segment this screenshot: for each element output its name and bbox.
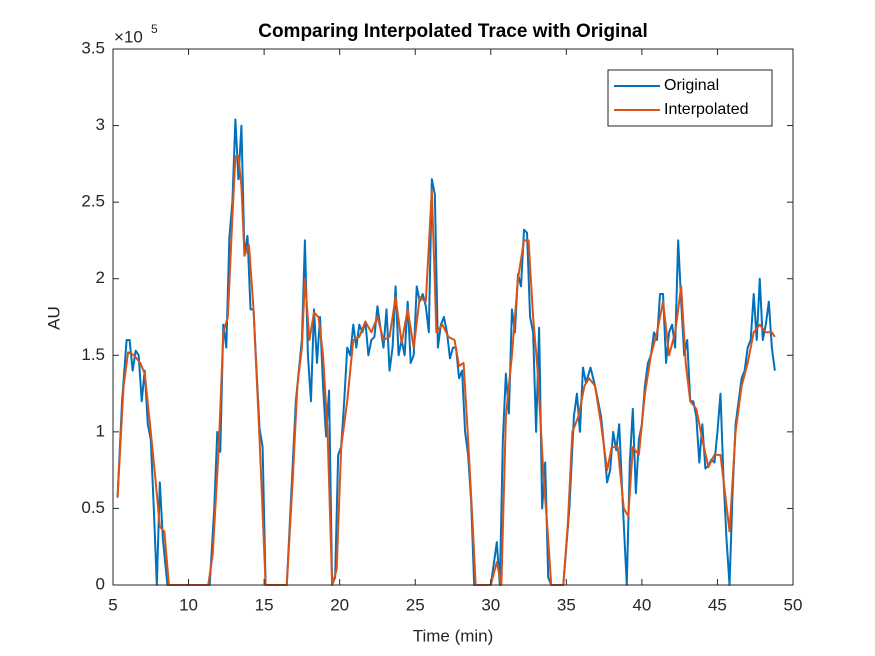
legend-box	[607, 69, 773, 127]
data-line	[116, 155, 776, 586]
y-axis-label: AU	[44, 306, 63, 330]
x-tick-label: 45	[708, 595, 727, 614]
legend-label: Interpolated	[664, 101, 749, 118]
y-tick-label: 2	[96, 268, 105, 287]
plot-area	[116, 118, 776, 586]
legend-label: Original	[664, 77, 719, 94]
x-tick-label: 5	[108, 595, 117, 614]
y-tick-label: 1.5	[81, 345, 105, 364]
axes-box	[112, 48, 794, 586]
chart-title: Comparing Interpolated Trace with Origin…	[258, 21, 648, 42]
y-tick-label: 3	[96, 115, 105, 134]
y-tick-label: 1	[96, 421, 105, 440]
x-tick-label: 35	[557, 595, 576, 614]
x-tick-label: 40	[632, 595, 651, 614]
y-multiplier-exponent: 5	[151, 22, 158, 36]
y-tick-label: 2.5	[81, 192, 105, 211]
y-multiplier: ×10	[114, 27, 143, 46]
x-tick-label: 10	[179, 595, 198, 614]
x-tick-label: 30	[481, 595, 500, 614]
x-tick-label: 20	[330, 595, 349, 614]
y-tick-label: 3.5	[81, 38, 105, 57]
y-tick-label: 0	[96, 574, 105, 593]
x-axis-label: Time (min)	[413, 626, 494, 645]
y-tick-label: 0.5	[81, 498, 105, 517]
x-tick-label: 15	[255, 595, 274, 614]
x-tick-label: 50	[784, 595, 803, 614]
x-tick-label: 25	[406, 595, 425, 614]
